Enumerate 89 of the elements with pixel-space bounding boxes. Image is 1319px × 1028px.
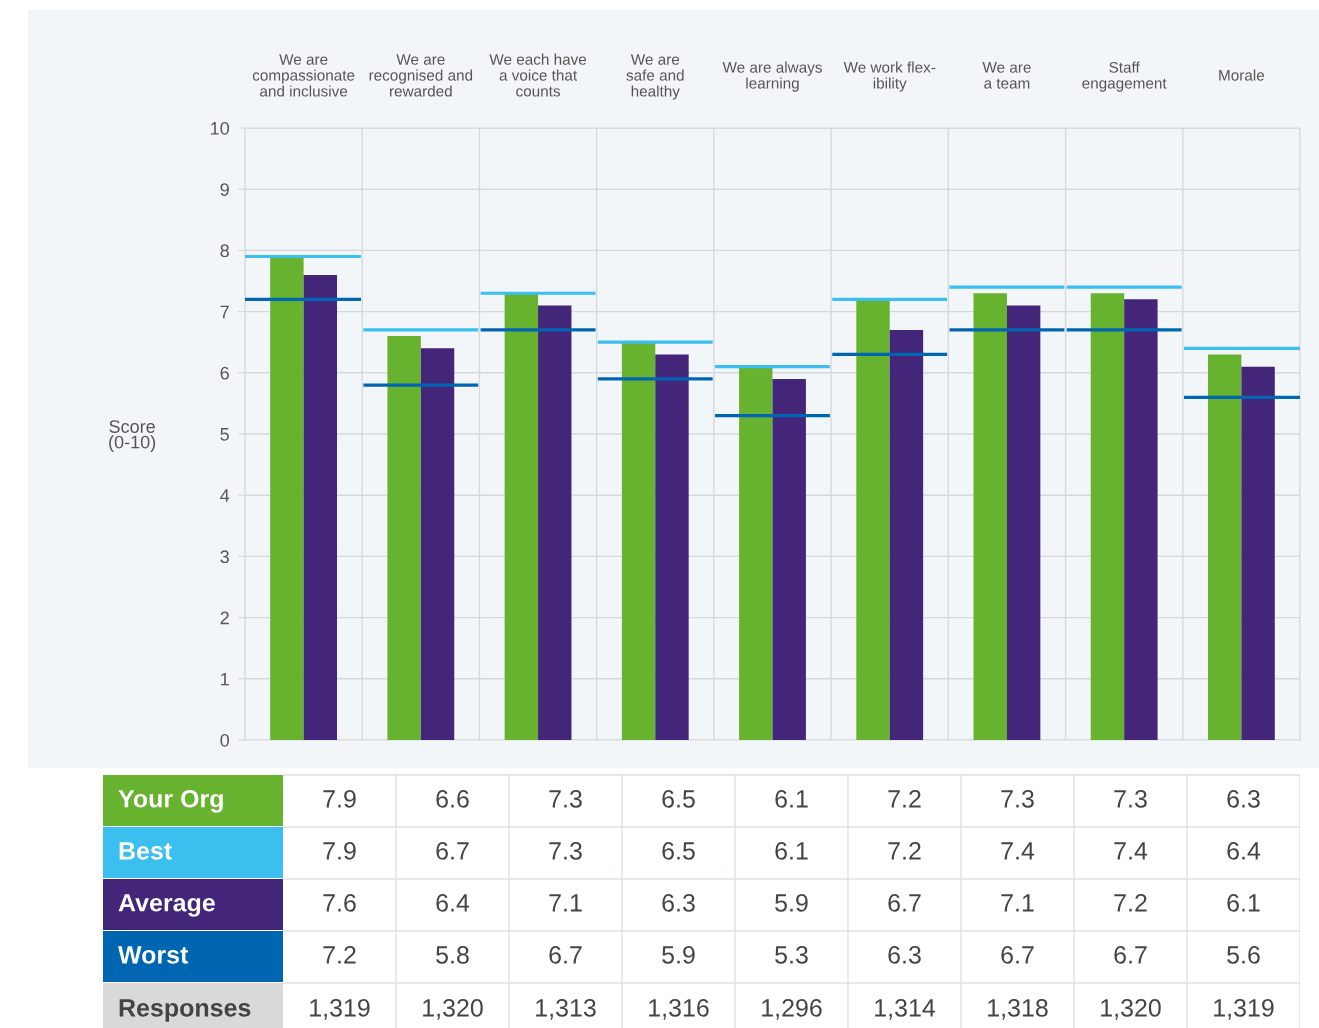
bar	[655, 354, 689, 740]
data-label: 6.4	[1227, 842, 1261, 860]
data-label: 6.6	[436, 790, 469, 808]
data-label: 6.4	[436, 894, 470, 912]
x-tick-label: We are recognised and rewarded	[369, 54, 473, 97]
y-tick-label: 10	[211, 121, 230, 135]
data-label: 6.3	[1227, 790, 1260, 808]
bar	[270, 256, 304, 740]
y-tick-label: 9	[220, 183, 229, 196]
y-tick-label: 7	[220, 305, 229, 319]
y-tick-label: 5	[220, 428, 229, 441]
data-label: 7.2	[323, 946, 356, 964]
bar	[739, 366, 773, 740]
data-label: 5.8	[436, 946, 469, 964]
y-tick-label: 8	[220, 244, 229, 258]
text: Responses	[119, 999, 251, 1022]
data-label: 7.3	[549, 842, 582, 860]
bar	[387, 336, 421, 740]
x-tick-label: We are always learning	[722, 61, 822, 92]
data-label: 7.3	[1114, 790, 1147, 808]
text: 1,318	[988, 999, 1048, 1020]
bar	[1207, 354, 1242, 740]
data-label: 7.4	[1001, 842, 1035, 860]
bar	[504, 293, 539, 740]
data-label: 6.7	[1114, 946, 1147, 964]
y-axis-title: Score (0-10)	[109, 420, 156, 452]
text: 1,320	[1101, 999, 1161, 1020]
y-tick-label: 0	[220, 733, 230, 747]
bar	[772, 378, 806, 740]
text: 1,314	[875, 999, 936, 1020]
data-label: 7.9	[323, 842, 356, 860]
bar	[303, 274, 338, 740]
data-label: 6.1	[1227, 894, 1260, 912]
text: Your Org	[118, 789, 223, 813]
bar	[420, 348, 455, 740]
data-label: 6.5	[662, 842, 695, 860]
bar	[1241, 366, 1275, 740]
data-label: 7.2	[888, 842, 921, 860]
text: 1,319	[1214, 999, 1274, 1020]
data-label: 7.2	[1114, 894, 1147, 912]
text: 1,313	[536, 999, 596, 1020]
bar	[1006, 305, 1041, 740]
text: Worst	[118, 946, 189, 964]
bar	[973, 293, 1007, 740]
data-label: 6.7	[1001, 946, 1034, 964]
x-tick-label: We are compassionate and inclusive	[252, 54, 355, 97]
y-tick-label: 6	[220, 366, 229, 380]
data-label: 7.1	[549, 894, 582, 912]
bar	[889, 329, 924, 740]
text: 1,316	[649, 999, 709, 1020]
data-label: 7.1	[1001, 894, 1034, 912]
x-tick-label: Morale	[1219, 69, 1265, 81]
bar	[621, 342, 656, 740]
data-label: 7.3	[549, 790, 582, 808]
x-tick-label: We are safe and healthy	[626, 54, 684, 100]
data-label: 7.2	[888, 790, 921, 808]
data-label: 6.5	[662, 790, 695, 808]
data-label: 6.3	[662, 894, 695, 912]
data-label: 6.3	[888, 946, 921, 964]
data-label: 6.7	[436, 842, 469, 860]
bar	[1090, 293, 1125, 740]
x-tick-label: We are a team	[982, 62, 1031, 89]
bar	[1124, 299, 1158, 740]
bar	[538, 305, 572, 740]
data-label: 5.3	[775, 946, 808, 964]
data-label: 6.1	[775, 842, 808, 860]
y-tick-label: 1	[221, 672, 229, 686]
text: Best	[119, 842, 172, 860]
bar	[856, 299, 890, 740]
data-label: 5.6	[1227, 946, 1260, 964]
y-tick-label: 3	[220, 550, 229, 564]
text: 1,320	[423, 999, 483, 1020]
data-label: 7.4	[1114, 842, 1148, 860]
data-label: 6.7	[888, 894, 921, 912]
x-tick-label: Staff engagement	[1082, 61, 1167, 92]
text: 1,296	[762, 999, 822, 1020]
text: Average	[118, 894, 215, 917]
data-label: 7.9	[323, 790, 356, 808]
y-tick-label: 4	[220, 489, 230, 502]
data-label: 7.3	[1001, 790, 1034, 808]
data-label: 6.1	[775, 790, 808, 808]
y-tick-label: 2	[220, 611, 229, 625]
data-label: 7.6	[323, 894, 356, 912]
text: 1,319	[310, 999, 370, 1020]
data-label: 5.9	[775, 894, 808, 912]
data-label: 6.7	[549, 946, 582, 964]
data-label: 5.9	[662, 946, 695, 964]
x-tick-label: We each have a voice that counts	[489, 53, 587, 97]
x-tick-label: We work flex- ibility	[843, 61, 936, 92]
